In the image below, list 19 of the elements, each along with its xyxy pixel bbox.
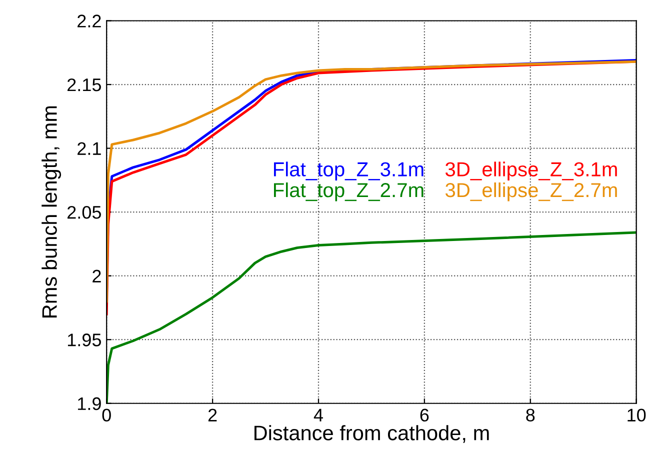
x-tick-label: 0 (102, 408, 111, 422)
series-label: Flat_top_Z_2.7m (274, 182, 424, 202)
y-tick-label: 2 (92, 270, 101, 282)
y-tick-label: 2.15 (68, 78, 101, 92)
y-tick-label: 2.2 (78, 14, 101, 28)
y-axis-title: Rms bunch length, mm (42, 106, 62, 318)
y-tick-label: 1.95 (68, 334, 101, 346)
y-tick-label: 1.9 (78, 397, 101, 410)
x-tick-label: 4 (314, 408, 323, 422)
x-axis-title: Distance from cathode, m (254, 425, 489, 443)
text: 3D_ellipse_Z_2.7m (445, 182, 617, 202)
x-tick-label: 6 (420, 408, 429, 422)
y-tick-label: 2.1 (78, 142, 101, 155)
x-tick-label: 8 (526, 408, 535, 422)
text: 3D_ellipse_Z_3.1m (445, 162, 617, 180)
y-tick-label: 2.05 (68, 206, 101, 219)
x-tick-label: 10 (628, 408, 646, 422)
x-tick-label: 2 (208, 408, 217, 422)
text: Flat_top_Z_3.1m (274, 162, 424, 180)
